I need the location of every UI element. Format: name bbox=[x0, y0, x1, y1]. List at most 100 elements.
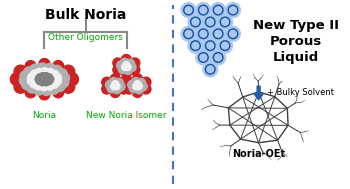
Circle shape bbox=[39, 59, 50, 69]
Circle shape bbox=[107, 84, 116, 93]
Circle shape bbox=[203, 62, 218, 77]
Circle shape bbox=[196, 50, 211, 65]
Circle shape bbox=[134, 81, 141, 88]
Circle shape bbox=[33, 84, 44, 95]
Circle shape bbox=[34, 81, 43, 90]
Circle shape bbox=[62, 65, 75, 78]
Text: New Type II
Porous
Liquid: New Type II Porous Liquid bbox=[253, 19, 339, 64]
Circle shape bbox=[52, 77, 61, 85]
Circle shape bbox=[133, 74, 142, 84]
Circle shape bbox=[35, 76, 42, 83]
FancyArrow shape bbox=[254, 86, 263, 100]
Circle shape bbox=[188, 38, 203, 53]
Circle shape bbox=[126, 59, 134, 68]
Circle shape bbox=[121, 68, 131, 78]
Circle shape bbox=[37, 63, 48, 74]
Circle shape bbox=[41, 84, 52, 95]
Circle shape bbox=[50, 70, 59, 79]
Circle shape bbox=[211, 3, 225, 18]
Circle shape bbox=[62, 80, 75, 93]
Circle shape bbox=[43, 79, 50, 86]
Circle shape bbox=[46, 78, 52, 84]
Circle shape bbox=[121, 54, 131, 64]
Circle shape bbox=[130, 65, 140, 75]
Circle shape bbox=[30, 79, 38, 88]
Circle shape bbox=[119, 77, 129, 87]
Circle shape bbox=[124, 77, 134, 87]
Circle shape bbox=[54, 81, 65, 91]
Circle shape bbox=[39, 89, 50, 100]
Circle shape bbox=[47, 76, 54, 83]
Circle shape bbox=[120, 58, 129, 67]
Circle shape bbox=[137, 78, 146, 87]
Text: Noria-OEt: Noria-OEt bbox=[232, 149, 285, 159]
Circle shape bbox=[121, 64, 128, 70]
Circle shape bbox=[52, 73, 62, 82]
Circle shape bbox=[211, 50, 225, 65]
Circle shape bbox=[218, 15, 232, 29]
Circle shape bbox=[110, 88, 120, 98]
Circle shape bbox=[30, 70, 39, 79]
Circle shape bbox=[117, 61, 126, 70]
Circle shape bbox=[141, 77, 151, 87]
Circle shape bbox=[181, 3, 196, 18]
Circle shape bbox=[130, 58, 140, 68]
Circle shape bbox=[14, 80, 27, 93]
Circle shape bbox=[112, 85, 121, 94]
Circle shape bbox=[135, 85, 144, 94]
Circle shape bbox=[25, 87, 36, 98]
Circle shape bbox=[46, 74, 52, 81]
Circle shape bbox=[124, 64, 131, 70]
Text: + Bulky Solvent: + Bulky Solvent bbox=[266, 88, 334, 97]
Circle shape bbox=[127, 63, 136, 72]
Circle shape bbox=[188, 15, 203, 29]
Circle shape bbox=[50, 79, 59, 88]
Circle shape bbox=[14, 65, 27, 78]
Circle shape bbox=[225, 3, 240, 18]
Circle shape bbox=[113, 65, 123, 75]
Text: Noria: Noria bbox=[32, 111, 56, 120]
Circle shape bbox=[133, 83, 140, 90]
Circle shape bbox=[36, 78, 43, 84]
Circle shape bbox=[102, 77, 112, 87]
Circle shape bbox=[46, 68, 55, 77]
Circle shape bbox=[40, 82, 49, 91]
Circle shape bbox=[138, 82, 147, 91]
Circle shape bbox=[20, 71, 31, 81]
Circle shape bbox=[45, 81, 54, 90]
Circle shape bbox=[45, 63, 56, 74]
Circle shape bbox=[43, 73, 50, 80]
Circle shape bbox=[113, 83, 120, 90]
Circle shape bbox=[218, 38, 232, 53]
Circle shape bbox=[114, 78, 123, 87]
Circle shape bbox=[24, 67, 35, 78]
Circle shape bbox=[53, 87, 64, 98]
Circle shape bbox=[203, 38, 218, 53]
Circle shape bbox=[203, 15, 218, 29]
Circle shape bbox=[25, 61, 36, 71]
Circle shape bbox=[39, 79, 46, 86]
Circle shape bbox=[19, 75, 30, 86]
Circle shape bbox=[10, 73, 23, 86]
Circle shape bbox=[124, 84, 134, 94]
Circle shape bbox=[225, 26, 240, 41]
Circle shape bbox=[51, 65, 62, 76]
Circle shape bbox=[28, 73, 36, 82]
Circle shape bbox=[116, 82, 125, 91]
Circle shape bbox=[35, 68, 44, 77]
Circle shape bbox=[27, 76, 36, 85]
Circle shape bbox=[119, 84, 129, 94]
Circle shape bbox=[105, 80, 114, 89]
Text: New Noria Isomer: New Noria Isomer bbox=[86, 111, 167, 120]
Circle shape bbox=[135, 83, 142, 90]
Circle shape bbox=[111, 83, 117, 90]
Circle shape bbox=[27, 82, 37, 93]
Circle shape bbox=[110, 74, 120, 84]
Circle shape bbox=[56, 69, 67, 80]
Circle shape bbox=[112, 81, 119, 88]
Circle shape bbox=[196, 3, 211, 18]
Circle shape bbox=[128, 80, 136, 89]
Circle shape bbox=[30, 64, 41, 75]
Circle shape bbox=[102, 84, 112, 94]
Circle shape bbox=[181, 26, 196, 41]
